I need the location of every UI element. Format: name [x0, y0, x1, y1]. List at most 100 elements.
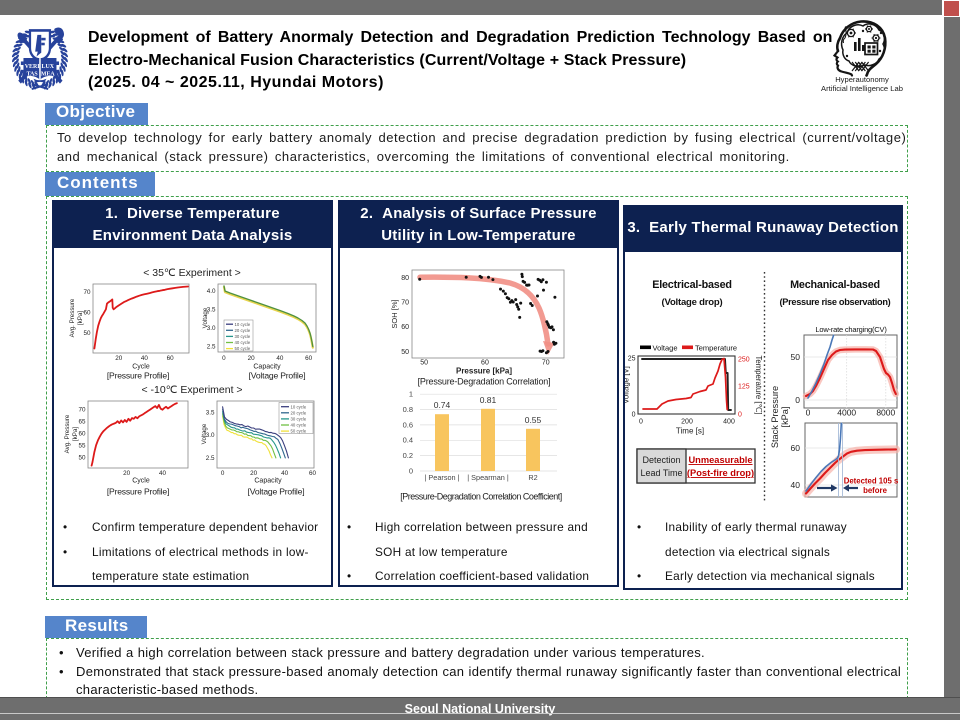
svg-text:60: 60	[791, 443, 801, 453]
svg-text:60: 60	[401, 324, 409, 331]
svg-text:0: 0	[409, 466, 413, 475]
svg-text:Electrical-based: Electrical-based	[652, 279, 732, 291]
svg-text:60: 60	[481, 360, 489, 367]
svg-text:Mechanical-based: Mechanical-based	[790, 279, 880, 291]
svg-text:40: 40	[141, 355, 149, 362]
svg-text:4.0: 4.0	[207, 288, 216, 295]
svg-text:[kPa]: [kPa]	[780, 407, 790, 428]
svg-text:Cycle: Cycle	[132, 478, 150, 485]
svg-text:Voltage: Voltage	[653, 344, 678, 353]
svg-text:< 35℃ Experiment >: < 35℃ Experiment >	[143, 267, 241, 279]
svg-text:Avg. Pressure: Avg. Pressure	[64, 414, 71, 453]
svg-text:60: 60	[309, 470, 317, 477]
svg-text:[Voltage Profile]: [Voltage Profile]	[249, 371, 306, 381]
svg-text:(Pressure rise observation): (Pressure rise observation)	[780, 297, 891, 307]
svg-text:250: 250	[738, 357, 750, 364]
svg-text:(Post-fire drop): (Post-fire drop)	[687, 468, 754, 478]
svg-text:20: 20	[123, 470, 131, 477]
svg-text:< -10℃ Experiment >: < -10℃ Experiment >	[141, 384, 242, 396]
svg-text:70: 70	[83, 289, 91, 296]
svg-text:40 cycle: 40 cycle	[291, 423, 307, 428]
svg-text:Avg. Pressure: Avg. Pressure	[69, 298, 76, 337]
svg-text:LUX: LUX	[42, 63, 55, 70]
svg-text:0: 0	[806, 408, 811, 418]
svg-text:0: 0	[222, 355, 226, 362]
svg-text:200: 200	[681, 419, 693, 426]
svg-text:60: 60	[83, 310, 91, 317]
svg-text:60: 60	[305, 355, 313, 362]
svg-text:Lead Time: Lead Time	[640, 468, 682, 478]
svg-text:Voltage [V]: Voltage [V]	[625, 366, 631, 404]
svg-text:Detected 105 s: Detected 105 s	[844, 477, 899, 486]
svg-text:3.0: 3.0	[206, 432, 215, 439]
svg-text:Cycle: Cycle	[132, 364, 150, 371]
svg-text:VERI: VERI	[25, 63, 40, 70]
svg-text:Hyperautonomy: Hyperautonomy	[835, 75, 889, 84]
svg-text:0.74: 0.74	[434, 400, 451, 410]
svg-text:[kPa]: [kPa]	[72, 427, 79, 441]
svg-text:70: 70	[401, 300, 409, 307]
svg-text:Time [s]: Time [s]	[676, 427, 704, 436]
svg-text:[Pressure-Degradation Correlat: [Pressure-Degradation Correlation]	[418, 377, 551, 387]
svg-text:TAS: TAS	[27, 70, 38, 77]
svg-text:Unmeasurable: Unmeasurable	[688, 455, 752, 465]
svg-text:8000: 8000	[876, 408, 895, 418]
svg-text:50: 50	[420, 360, 428, 367]
svg-text:3.0: 3.0	[207, 325, 216, 332]
svg-text:30 cycle: 30 cycle	[235, 334, 251, 339]
svg-text:0.6: 0.6	[403, 420, 413, 429]
svg-text:0: 0	[738, 412, 742, 419]
svg-text:0: 0	[795, 395, 800, 405]
svg-text:[Pressure Profile]: [Pressure Profile]	[107, 371, 169, 381]
svg-text:60: 60	[78, 430, 86, 437]
svg-text:10 cycle: 10 cycle	[235, 322, 251, 327]
svg-text:MEA: MEA	[41, 70, 55, 77]
svg-text:SOH [%]: SOH [%]	[390, 299, 399, 328]
svg-text:Temperature [℃]: Temperature [℃]	[754, 355, 763, 414]
svg-text:0.2: 0.2	[403, 451, 413, 460]
svg-text:20 cycle: 20 cycle	[235, 328, 251, 333]
svg-text:20: 20	[250, 470, 258, 477]
svg-text:80: 80	[401, 275, 409, 282]
svg-text:400: 400	[723, 419, 735, 426]
svg-text:0.81: 0.81	[480, 395, 497, 405]
svg-text:50: 50	[791, 352, 801, 362]
svg-text:before: before	[863, 486, 887, 495]
svg-text:65: 65	[78, 418, 86, 425]
svg-text:Temperature: Temperature	[695, 344, 737, 353]
svg-text:40: 40	[276, 355, 284, 362]
svg-text:3.5: 3.5	[206, 409, 215, 416]
svg-text:20: 20	[248, 355, 256, 362]
svg-text:3.5: 3.5	[207, 307, 216, 314]
svg-text:70: 70	[542, 360, 550, 367]
svg-text:2.5: 2.5	[206, 455, 215, 462]
svg-text:55: 55	[78, 442, 86, 449]
svg-text:Detection: Detection	[642, 455, 680, 465]
svg-text:[Voltage Profile]: [Voltage Profile]	[248, 487, 305, 497]
svg-text:Artificial Intelligence Lab: Artificial Intelligence Lab	[821, 84, 903, 93]
svg-text:Low-rate charging(CV): Low-rate charging(CV)	[815, 325, 887, 334]
svg-text:20 cycle: 20 cycle	[291, 410, 307, 415]
svg-text:(Voltage drop): (Voltage drop)	[662, 297, 723, 308]
svg-text:25: 25	[628, 356, 636, 363]
svg-text:0: 0	[639, 419, 643, 426]
svg-text:60: 60	[167, 355, 175, 362]
svg-text:| Pearson |: | Pearson |	[424, 473, 459, 482]
svg-text:40 cycle: 40 cycle	[235, 340, 251, 345]
svg-text:1: 1	[409, 390, 413, 399]
svg-text:50: 50	[78, 454, 86, 461]
svg-text:40: 40	[159, 470, 167, 477]
svg-text:Stack Pressure: Stack Pressure	[770, 386, 780, 448]
svg-text:50: 50	[83, 330, 91, 337]
svg-text:Voltage: Voltage	[201, 423, 208, 444]
svg-text:[Pressure Profile]: [Pressure Profile]	[107, 487, 169, 497]
svg-text:2.5: 2.5	[207, 344, 216, 351]
svg-text:[Pressure-Degradation Correlat: [Pressure-Degradation Correlation Coeffi…	[400, 492, 561, 502]
svg-text:20: 20	[115, 355, 123, 362]
svg-text:0.4: 0.4	[403, 436, 413, 445]
svg-text:50 cycle: 50 cycle	[291, 429, 307, 434]
svg-text:50: 50	[401, 349, 409, 356]
svg-text:| Spearman |: | Spearman |	[467, 473, 509, 482]
svg-text:0: 0	[221, 470, 225, 477]
svg-text:Pressure [kPa]: Pressure [kPa]	[456, 367, 512, 376]
